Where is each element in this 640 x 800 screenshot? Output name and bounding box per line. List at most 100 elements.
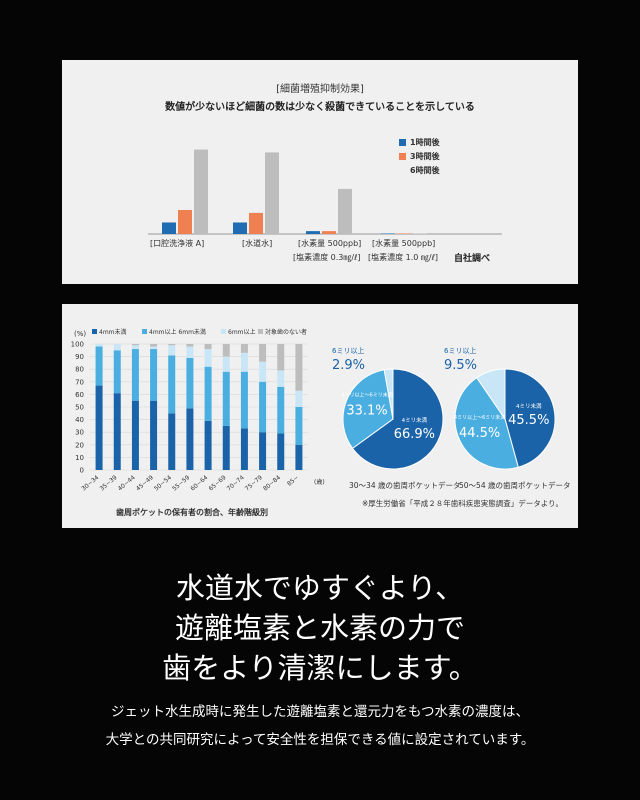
stack-12-1: [295, 444, 303, 470]
x-tick-10: 75~79: [244, 474, 264, 493]
stack-7-3: [204, 349, 212, 367]
y-tick-90: 90: [75, 353, 84, 361]
chlorine-label-1: [塩素濃度 0.3㎎/ℓ]: [293, 253, 361, 262]
pie1-value-1: 66.9%: [394, 427, 435, 442]
bar1-3-1: [194, 149, 208, 234]
stack-1-3: [95, 344, 103, 347]
pie1-label-3: 6ミリ以上: [332, 346, 364, 355]
headline-line-1: 水道水でゆすぐより、: [175, 571, 465, 605]
stack-4-1: [150, 400, 158, 470]
legend-label-3: 6mm以上: [228, 328, 256, 336]
pie2-label-1: 4ミリ未満: [516, 402, 542, 410]
x-tick-3: 40~44: [117, 474, 137, 493]
bacteria-chart-subtitle: 数値が少ないほど細菌の数は少なく殺菌できていることを示している: [165, 102, 475, 113]
x-tick-8: 65~69: [207, 474, 227, 493]
bacteria-chart-panel: [細菌増殖抑制効果] 数値が少ないほど細菌の数は少なく殺菌できていることを示して…: [62, 60, 578, 284]
legend-swatch-4: [258, 329, 263, 334]
pie2-slice-3: [476, 368, 506, 421]
category-label-hydrogen-2: [水素量 500ppb]: [372, 239, 436, 248]
stack-2-1: [113, 393, 121, 470]
pie1-slice-1: [351, 368, 444, 470]
bar1-1-2: [233, 222, 247, 234]
legend-6h: 6時間後: [399, 165, 440, 176]
stack-6-1: [186, 408, 194, 470]
legend-swatch-1: [92, 329, 97, 334]
y-tick-40: 40: [75, 416, 84, 424]
stack-6-2: [186, 357, 194, 409]
y-unit-label: (%): [74, 330, 86, 338]
bacteria-chart-title: [細菌増殖抑制効果]: [276, 84, 364, 95]
stack-11-1: [277, 433, 285, 470]
y-tick-30: 30: [75, 429, 84, 437]
stack-8-4: [222, 344, 230, 357]
bar1-2-1: [178, 210, 192, 234]
stack-9-2: [240, 371, 248, 429]
legend-label-4: 対象歯のない者: [265, 328, 307, 336]
periodontal-panel: (%) 0 10 20 30 40 50 60 70 80 90 100 4mm未満 4mm以上 6mm未…: [62, 304, 578, 528]
x-tick-6: 55~59: [171, 474, 191, 493]
category-label-mouthwash: [口腔洗浄液 A]: [150, 239, 205, 248]
stack-8-3: [222, 356, 230, 372]
stack-9-4: [240, 344, 248, 353]
bar1-2-2: [249, 212, 263, 234]
x-tick-4: 45~49: [135, 474, 155, 493]
legend-label-2: 4mm以上 6mm未満: [149, 328, 206, 336]
stack-3-1: [131, 400, 139, 470]
bar1-3-3: [338, 188, 352, 234]
legend-3h: 3時間後: [399, 151, 440, 162]
stack-10-4: [259, 344, 267, 362]
stack-12-4: [295, 344, 303, 391]
stack-7-2: [204, 366, 212, 421]
legend-label-1: 4mm未満: [99, 328, 127, 336]
stack-10-3: [259, 361, 267, 382]
pie1-slice-2: [342, 369, 394, 450]
stack-3-4: [131, 344, 139, 346]
y-tick-50: 50: [75, 404, 84, 412]
headline-line-2: 遊離塩素と水素の力で: [174, 611, 465, 645]
stack-1-2: [95, 346, 103, 386]
legend-swatch-3: [221, 329, 226, 334]
stack-10-1: [259, 432, 267, 470]
pie1-value-2: 33.1%: [346, 404, 387, 419]
stack-10-2: [259, 381, 267, 433]
stack-7-4: [204, 344, 212, 350]
y-tick-80: 80: [75, 366, 84, 374]
body-line-1: ジェット水生成時に発生した遊離塩素と還元力をもつ水素の濃度は、: [111, 704, 529, 720]
stack-5-1: [168, 413, 176, 470]
stack-12-2: [295, 407, 303, 445]
pie-30-34-title: 30～34 歳の歯周ポケットデータ: [349, 481, 461, 490]
stack-3-3: [131, 345, 139, 350]
stacked-chart-caption: 歯周ポケットの保有者の割合、年齢階級別: [116, 508, 268, 517]
stack-4-3: [150, 346, 158, 350]
x-tick-12: 85~: [286, 474, 300, 488]
chlorine-label-2: [塩素濃度 1.0 ㎎/ℓ]: [368, 253, 439, 262]
legend-6h-swatch: [399, 167, 406, 174]
x-tick-1: 30~34: [80, 474, 100, 493]
legend-1h-swatch: [399, 139, 406, 146]
y-tick-100: 100: [71, 341, 84, 349]
bar1-3-2: [265, 152, 279, 234]
stack-8-1: [222, 425, 230, 470]
pie-50-54: 4ミリ未満 45.5%4ミリ以上～6ミリ未満 44.5% 6ミリ以上 9.5%: [444, 346, 556, 470]
stack-4-2: [150, 349, 158, 401]
category-label-tapwater: [水道水]: [242, 239, 273, 248]
stack-6-4: [186, 344, 194, 347]
legend-1h: 1時間後: [399, 137, 440, 148]
stack-12-3: [295, 390, 303, 407]
pie1-label-1: 4ミリ未満: [402, 416, 428, 424]
pie2-label-2: 4ミリ以上～6ミリ未満: [454, 414, 505, 421]
pie-30-34: 4ミリ未満 66.9% 4ミリ以上～6ミリ未満 33.1% 6ミリ以上 2.9%: [332, 346, 444, 470]
headline-line-3: 歯をより清潔にします。: [162, 651, 478, 685]
stack-9-1: [240, 428, 248, 470]
stack-5-3: [168, 345, 176, 356]
bar1-1-1: [162, 222, 176, 234]
pie2-label-3: 6ミリ以上: [444, 346, 476, 355]
bar1-1-3: [306, 231, 320, 234]
legend-3h-swatch: [399, 153, 406, 160]
stack-3-2: [131, 349, 139, 401]
y-tick-70: 70: [75, 378, 84, 386]
stack-11-4: [277, 344, 285, 371]
x-tick-5: 50~54: [153, 474, 173, 493]
pie2-value-1: 45.5%: [508, 413, 549, 428]
y-tick-10: 10: [75, 454, 84, 462]
